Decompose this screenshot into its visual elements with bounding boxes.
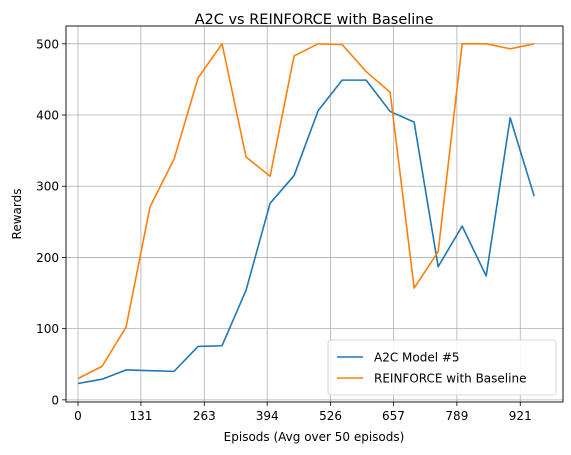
legend-label: REINFORCE with Baseline	[374, 372, 526, 386]
legend-box	[327, 339, 557, 396]
y-axis: 0 100 200 300 400 500	[36, 37, 66, 407]
x-tick-label: 131	[129, 409, 152, 423]
legend-label: A2C Model #5	[374, 351, 460, 365]
x-tick-label: 0	[74, 409, 82, 423]
x-tick-label: 789	[445, 409, 468, 423]
y-tick-label: 400	[36, 109, 59, 123]
x-tick-label: 526	[319, 409, 342, 423]
series-line-0	[77, 79, 535, 385]
x-tick-label: 394	[256, 409, 279, 423]
y-tick-label: 100	[36, 322, 59, 336]
legend: A2C Model #5 REINFORCE with Baseline	[327, 339, 557, 396]
x-tick-label: 921	[509, 409, 532, 423]
y-tick-label: 300	[36, 180, 59, 194]
x-tick-label: 263	[193, 409, 216, 423]
x-axis: 0 131 263 394 526 657 789 921	[74, 402, 532, 423]
plot-frame	[65, 25, 564, 403]
series-lines	[77, 42, 535, 385]
y-axis-label: Rewards	[10, 189, 24, 240]
chart-title: A2C vs REINFORCE with Baseline	[195, 12, 434, 28]
x-axis-label: Episods (Avg over 50 episods)	[224, 430, 405, 444]
y-tick-label: 500	[36, 37, 59, 51]
y-tick-label: 0	[51, 393, 59, 407]
x-tick-label: 657	[382, 409, 405, 423]
y-tick-label: 200	[36, 251, 59, 265]
series-line-1	[77, 42, 535, 380]
